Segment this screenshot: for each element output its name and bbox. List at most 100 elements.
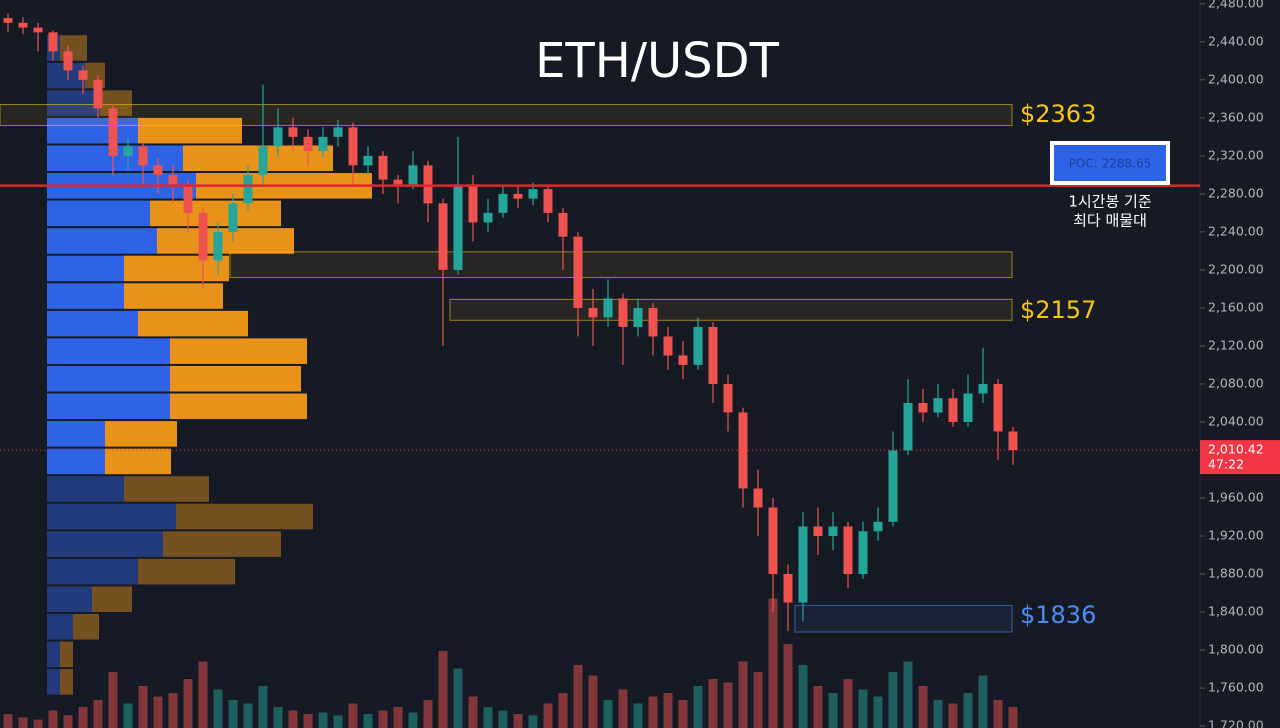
candle-body xyxy=(363,155,373,166)
volume-bar xyxy=(303,714,313,728)
volume-bar xyxy=(663,693,673,728)
volume-bar xyxy=(48,710,58,728)
candle-body xyxy=(948,398,958,422)
candle-body xyxy=(108,108,118,156)
volume-bar xyxy=(228,700,238,728)
profile-buy xyxy=(47,338,170,364)
volume-bar xyxy=(498,710,508,728)
candle-body xyxy=(483,212,493,223)
candle-body xyxy=(813,526,823,537)
candle-body xyxy=(453,184,463,270)
profile-sell xyxy=(73,614,99,640)
candle-body xyxy=(903,402,913,451)
y-tick-label: 2,360.00 xyxy=(1208,109,1264,124)
zone xyxy=(449,298,1013,321)
profile-sell xyxy=(157,228,294,254)
candle-body xyxy=(393,179,403,185)
profile-sell xyxy=(138,310,248,337)
candle-body xyxy=(228,203,238,232)
volume-bar xyxy=(78,707,88,728)
profile-sell xyxy=(138,117,242,144)
volume-bar xyxy=(738,661,748,728)
poc-box xyxy=(1050,141,1170,185)
poc-note: 1시간봉 기준 xyxy=(1068,193,1152,211)
candle-body xyxy=(768,507,778,575)
countdown: 47:22 xyxy=(1208,457,1244,472)
profile-sell xyxy=(124,283,223,309)
candle-body xyxy=(528,189,538,199)
profile-buy xyxy=(47,476,124,502)
candle-body xyxy=(288,127,298,137)
volume-bar xyxy=(108,672,118,728)
candle-body xyxy=(333,127,343,137)
y-tick-label: 2,400.00 xyxy=(1208,71,1264,86)
volume-bar xyxy=(438,651,448,728)
candle-body xyxy=(588,307,598,318)
profile-sell xyxy=(60,669,73,695)
volume-bar xyxy=(213,689,223,728)
volume-bar xyxy=(828,693,838,728)
volume-bar xyxy=(93,700,103,728)
profile-buy xyxy=(47,283,124,309)
profile-buy xyxy=(47,503,176,530)
candle-body xyxy=(303,136,313,152)
volume-bar xyxy=(963,693,973,728)
volume-bar xyxy=(603,700,613,728)
profile-buy xyxy=(47,558,138,585)
last-price-label: 2,010.42 xyxy=(1208,442,1264,457)
volume-bar xyxy=(783,644,793,728)
candle-body xyxy=(723,383,733,413)
candle-body xyxy=(438,203,448,270)
zone-label: $2157 xyxy=(1020,296,1096,324)
candle-body xyxy=(603,298,613,318)
y-tick-label: 1,840.00 xyxy=(1208,604,1264,619)
profile-buy xyxy=(47,669,60,695)
volume-bar xyxy=(978,675,988,728)
volume-bar xyxy=(3,714,13,728)
candle-body xyxy=(573,236,583,308)
profile-buy xyxy=(47,393,170,420)
y-tick-label: 2,280.00 xyxy=(1208,185,1264,200)
candle-body xyxy=(633,307,643,327)
candle-body xyxy=(258,146,268,175)
candle-body xyxy=(1008,431,1018,451)
candle-body xyxy=(408,165,418,185)
candle-body xyxy=(63,51,73,71)
candle-body xyxy=(498,193,508,213)
zone xyxy=(0,104,1013,126)
candle-body xyxy=(738,412,748,489)
profile-sell xyxy=(176,503,313,530)
y-tick-label: 1,760.00 xyxy=(1208,680,1264,695)
volume-bar xyxy=(123,703,133,728)
volume-bar xyxy=(693,686,703,728)
volume-bar xyxy=(318,712,328,728)
zone xyxy=(794,604,1013,633)
y-tick-label: 2,120.00 xyxy=(1208,337,1264,352)
profile-buy xyxy=(47,200,150,227)
volume-bar xyxy=(858,689,868,728)
volume-bar xyxy=(33,719,43,728)
volume-bar xyxy=(933,700,943,728)
candle-body xyxy=(513,193,523,199)
profile-buy xyxy=(47,586,92,613)
volume-bar xyxy=(153,696,163,728)
candle-body xyxy=(33,27,43,33)
candle-body xyxy=(708,326,718,384)
profile-sell xyxy=(124,476,209,502)
profile-sell xyxy=(138,558,235,585)
candle-body xyxy=(213,231,223,261)
volume-bar xyxy=(798,665,808,728)
candle-body xyxy=(558,212,568,237)
profile-buy xyxy=(47,90,100,116)
profile-buy xyxy=(47,448,105,475)
volume-bar xyxy=(243,703,253,728)
profile-buy xyxy=(47,641,60,668)
volume-bar xyxy=(198,661,208,728)
candle-body xyxy=(918,402,928,413)
last-price-box xyxy=(1200,440,1280,475)
zone xyxy=(229,251,1013,279)
volume-bar xyxy=(483,707,493,728)
